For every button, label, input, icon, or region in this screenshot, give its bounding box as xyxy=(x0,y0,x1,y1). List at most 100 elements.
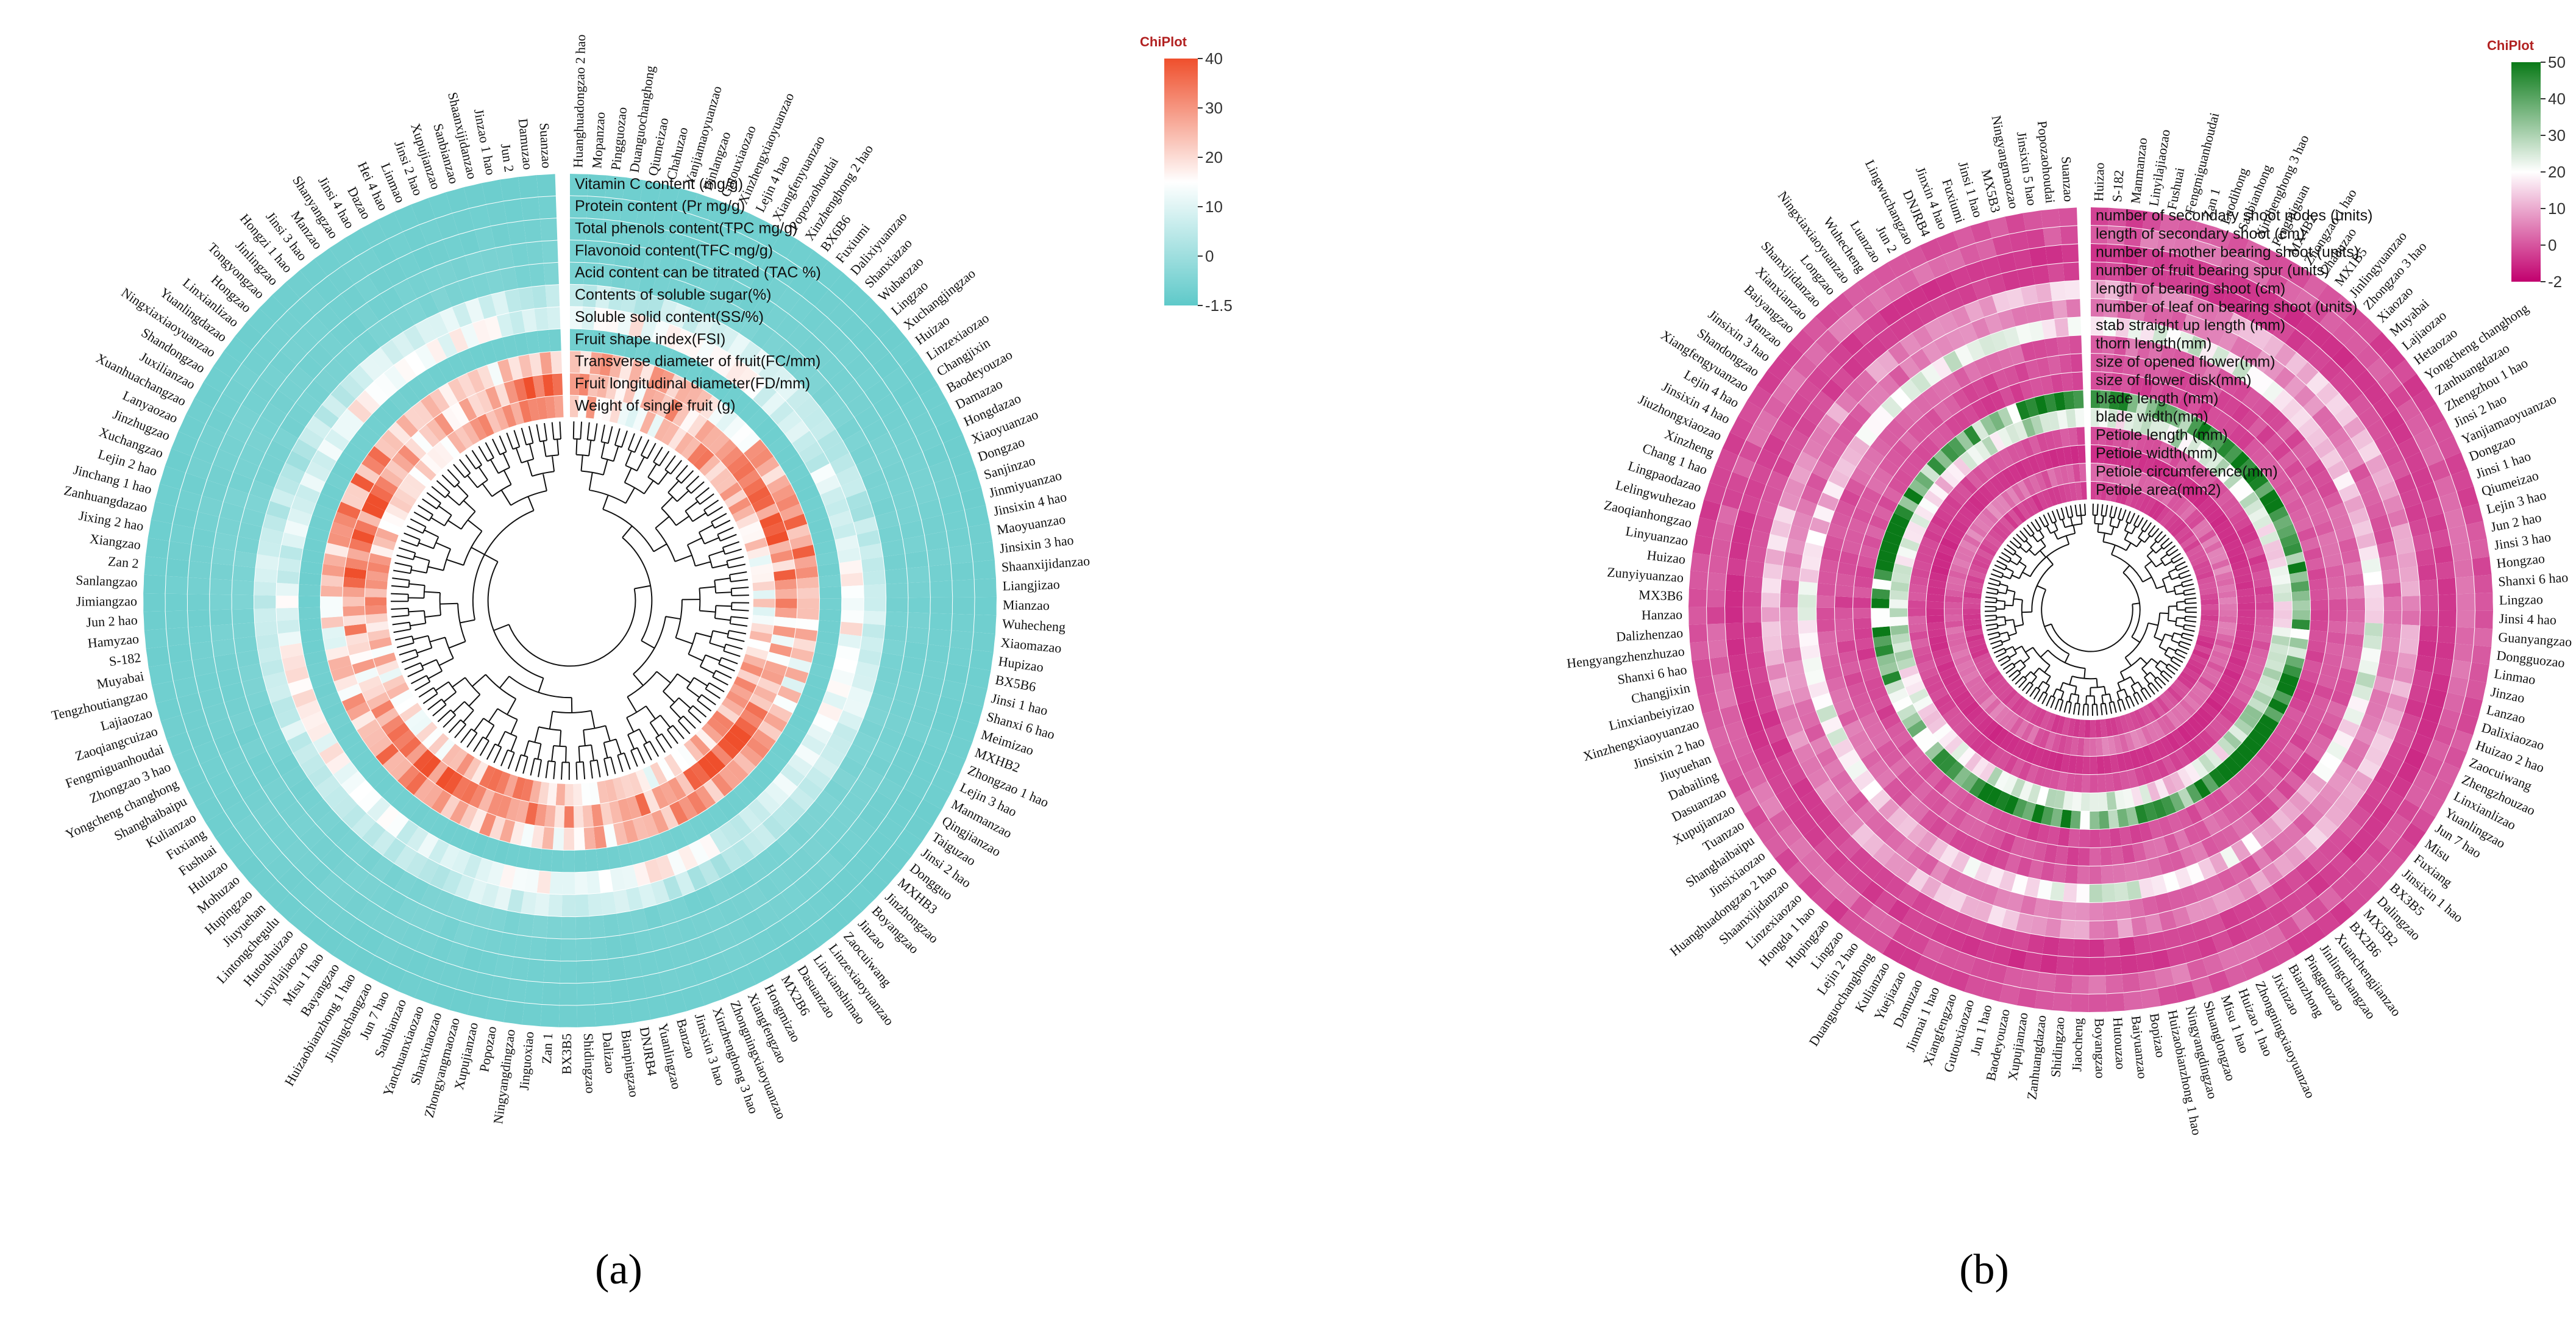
heatmap-cell xyxy=(2060,428,2071,447)
heatmap-cell xyxy=(807,723,832,744)
heatmap-cell xyxy=(199,687,224,709)
heatmap-cell xyxy=(2300,713,2321,732)
heatmap-cell xyxy=(1963,597,1981,604)
heatmap-cell xyxy=(1841,446,1863,467)
heatmap-cell xyxy=(780,857,805,883)
heatmap-cell xyxy=(805,452,830,474)
heatmap-cell xyxy=(2325,642,2344,657)
heatmap-cell xyxy=(1986,807,2004,828)
heatmap-cell xyxy=(2075,755,2083,774)
heatmap-cell xyxy=(753,590,775,599)
heatmap-cell xyxy=(1896,269,1921,294)
heatmap-cell xyxy=(2243,465,2263,484)
heatmap-cell xyxy=(281,765,307,789)
heatmap-cell xyxy=(747,546,770,560)
heatmap-cell xyxy=(1974,356,1993,377)
heatmap-cell xyxy=(2191,712,2210,729)
heatmap-cell xyxy=(1780,579,1799,594)
heatmap-cell xyxy=(2439,491,2461,513)
heatmap-cell xyxy=(383,365,407,390)
heatmap-cell xyxy=(1872,405,1894,427)
heatmap-cell xyxy=(2213,267,2235,290)
heatmap-cell xyxy=(1930,795,1950,816)
heatmap-cell xyxy=(443,234,465,260)
heatmap-cell xyxy=(226,419,252,443)
heatmap-cell xyxy=(480,340,497,365)
heatmap-cell xyxy=(1751,781,1775,805)
heatmap-cell xyxy=(343,441,368,463)
heatmap-cell xyxy=(2233,636,2253,647)
heatmap-cell xyxy=(2198,581,2217,591)
heatmap-cell xyxy=(638,838,656,862)
heatmap-cell xyxy=(2194,524,2213,539)
heatmap-cell xyxy=(256,634,280,650)
heatmap-cell xyxy=(2105,262,2122,282)
heatmap-cell xyxy=(2066,464,2075,483)
heatmap-cell xyxy=(351,529,375,544)
heatmap-cell xyxy=(2113,465,2124,485)
heatmap-cell xyxy=(338,730,363,752)
heatmap-cell xyxy=(277,570,299,584)
heatmap-cell xyxy=(1784,660,1805,677)
heatmap-cell xyxy=(652,205,674,230)
heatmap-cell xyxy=(1900,794,1921,815)
heatmap-cell xyxy=(2234,573,2253,584)
heatmap-cell xyxy=(2053,752,2064,772)
heatmap-cell xyxy=(721,697,744,716)
heatmap-cell xyxy=(439,963,462,989)
heatmap-cell xyxy=(212,638,236,657)
heatmap-cell xyxy=(2369,514,2391,532)
heatmap-cell xyxy=(771,230,799,259)
heatmap-cell xyxy=(2049,770,2061,790)
heatmap-cell xyxy=(300,754,326,777)
heatmap-cell xyxy=(774,569,796,581)
heatmap-cell xyxy=(2059,919,2076,939)
heatmap-cell xyxy=(2007,509,2023,526)
heatmap-cell xyxy=(2208,768,2227,788)
heatmap-cell xyxy=(658,299,678,324)
heatmap-cell xyxy=(318,439,343,462)
heatmap-cell xyxy=(1793,812,1818,837)
sample-label: Mopanzao xyxy=(589,112,608,169)
heatmap-cell xyxy=(1949,643,1968,654)
heatmap-cell xyxy=(766,530,789,546)
heatmap-cell xyxy=(2068,829,2080,848)
heatmap-cell xyxy=(2036,357,2051,377)
heatmap-cell xyxy=(2140,321,2156,342)
heatmap-cell xyxy=(507,221,527,245)
heatmap-cell xyxy=(330,665,355,682)
heatmap-cell xyxy=(614,243,632,267)
heatmap-cell xyxy=(1900,537,1920,552)
heatmap-cell xyxy=(2327,460,2349,480)
heatmap-cell xyxy=(1946,632,1965,641)
heatmap-cell xyxy=(2308,348,2332,372)
heatmap-cell xyxy=(1961,669,1980,684)
heatmap-cell xyxy=(165,593,188,612)
heatmap-cell xyxy=(729,724,752,744)
heatmap-cell xyxy=(2037,973,2056,993)
heatmap-cell xyxy=(469,204,491,230)
heatmap-cell xyxy=(2091,354,2102,372)
heatmap-cell xyxy=(714,439,737,461)
sample-label: Shidingzao xyxy=(581,1033,599,1094)
heatmap-cell xyxy=(1910,371,1932,393)
heatmap-cell xyxy=(2006,403,2022,424)
heatmap-cell xyxy=(582,285,597,307)
heatmap-cell xyxy=(671,257,692,282)
heatmap-cell xyxy=(291,326,318,354)
heatmap-cell xyxy=(272,282,301,310)
heatmap-cell xyxy=(2090,793,2099,811)
heatmap-cell xyxy=(2382,494,2404,515)
sample-label: Dalizao xyxy=(599,1031,618,1074)
heatmap-cell xyxy=(1841,356,1865,380)
heatmap-cell xyxy=(187,724,213,748)
heatmap-cell xyxy=(1941,373,1962,394)
heatmap-cell xyxy=(2005,815,2022,836)
heatmap-cell xyxy=(785,420,810,443)
heatmap-cell xyxy=(2130,301,2147,321)
heatmap-cell xyxy=(1955,659,1975,673)
heatmap-cell xyxy=(2301,922,2326,947)
heatmap-cell xyxy=(2355,671,2376,689)
heatmap-cell xyxy=(1959,793,1977,813)
heatmap-cell xyxy=(1975,657,1993,670)
